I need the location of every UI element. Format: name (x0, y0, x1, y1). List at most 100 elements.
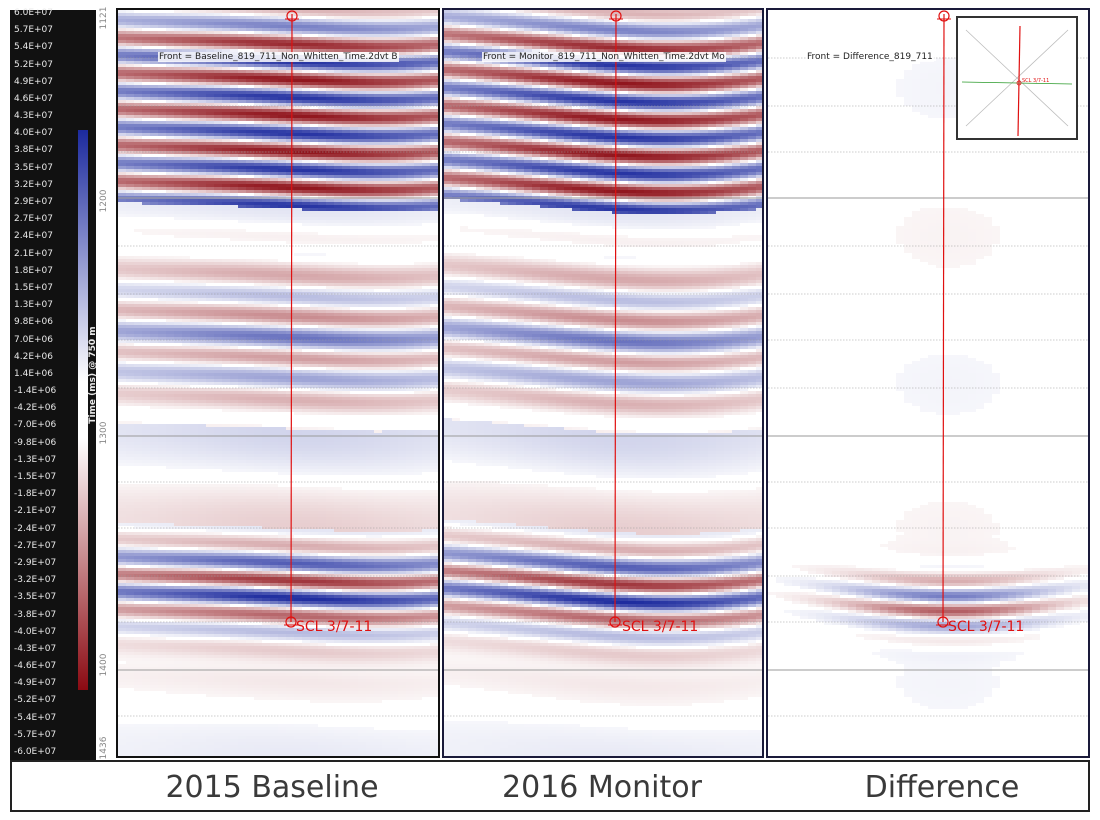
seismic-trace-cell (222, 691, 230, 694)
seismic-trace-cell (118, 670, 126, 673)
seismic-trace-cell (158, 385, 166, 388)
seismic-trace-cell (182, 538, 190, 541)
seismic-trace-cell (150, 442, 158, 445)
seismic-trace-cell (214, 85, 222, 88)
seismic-trace-cell (190, 394, 198, 397)
seismic-trace-cell (262, 310, 270, 313)
seismic-trace-cell (190, 43, 198, 46)
seismic-trace-cell (190, 235, 198, 238)
seismic-trace-cell (174, 424, 182, 427)
seismic-trace-cell (118, 499, 126, 502)
seismic-trace-cell (246, 652, 254, 655)
seismic-trace-cell (222, 145, 230, 148)
seismic-trace-cell (190, 370, 198, 373)
seismic-trace-cell (158, 148, 166, 151)
seismic-trace-cell (254, 298, 262, 301)
seismic-trace-cell (190, 646, 198, 649)
seismic-trace-cell (126, 166, 134, 169)
panel-baseline[interactable]: Front = Baseline_819_711_Non_Whitten_Tim… (116, 8, 440, 758)
seismic-trace-cell (190, 88, 198, 91)
seismic-trace-cell (286, 361, 294, 364)
seismic-trace-cell (142, 640, 150, 643)
seismic-trace-cell (246, 541, 254, 544)
seismic-trace-cell (222, 445, 230, 448)
seismic-trace-cell (262, 661, 270, 664)
seismic-trace-cell (262, 697, 270, 700)
seismic-trace-cell (190, 124, 198, 127)
seismic-trace-cell (174, 28, 182, 31)
seismic-trace-cell (134, 304, 142, 307)
seismic-trace-cell (118, 589, 126, 592)
seismic-trace-cell (126, 283, 134, 286)
seismic-trace-cell (134, 208, 142, 211)
seismic-trace-cell (270, 67, 278, 70)
seismic-trace-cell (214, 664, 222, 667)
seismic-trace-cell (166, 388, 174, 391)
seismic-trace-cell (254, 592, 262, 595)
seismic-trace-cell (190, 292, 198, 295)
seismic-trace-cell (206, 601, 214, 604)
seismic-trace-cell (294, 211, 302, 214)
seismic-trace-cell (118, 304, 126, 307)
seismic-trace-cell (206, 229, 214, 232)
seismic-trace-cell (198, 175, 206, 178)
seismic-trace-cell (142, 397, 150, 400)
seismic-trace-cell (198, 691, 206, 694)
seismic-trace-cell (150, 34, 158, 37)
seismic-trace-cell (302, 271, 310, 274)
seismic-trace-cell (222, 634, 230, 637)
seismic-trace-cell (214, 460, 222, 463)
colorbar-tick: -4.3E+07 (14, 643, 57, 654)
colorbar-tick: -1.8E+07 (14, 489, 57, 500)
seismic-trace-cell (118, 685, 126, 688)
seismic-trace-cell (286, 310, 294, 313)
seismic-trace-cell (254, 337, 262, 340)
seismic-trace-cell (246, 265, 254, 268)
seismic-trace-cell (230, 496, 238, 499)
seismic-trace-cell (190, 487, 198, 490)
seismic-trace-cell (166, 49, 174, 52)
seismic-trace-cell (278, 685, 286, 688)
seismic-trace-cell (142, 751, 150, 754)
seismic-trace-cell (206, 577, 214, 580)
seismic-trace-cell (206, 745, 214, 748)
seismic-trace-cell (190, 142, 198, 145)
seismic-trace-cell (270, 535, 278, 538)
seismic-trace-cell (246, 316, 254, 319)
seismic-trace-cell (222, 49, 230, 52)
seismic-trace-cell (278, 274, 286, 277)
seismic-trace-cell (166, 724, 174, 727)
seismic-trace-cell (158, 598, 166, 601)
seismic-trace-cell (206, 184, 214, 187)
seismic-trace-cell (174, 217, 182, 220)
seismic-trace-cell (214, 64, 222, 67)
seismic-trace-cell (166, 211, 174, 214)
seismic-trace-cell (182, 667, 190, 670)
seismic-trace-cell (214, 427, 222, 430)
seismic-trace-cell (158, 451, 166, 454)
seismic-trace-cell (270, 40, 278, 43)
seismic-trace-cell (126, 277, 134, 280)
seismic-trace-cell (182, 265, 190, 268)
seismic-trace-cell (230, 145, 238, 148)
seismic-trace-cell (294, 661, 302, 664)
seismic-trace-cell (206, 427, 214, 430)
seismic-trace-cell (198, 115, 206, 118)
seismic-trace-cell (238, 691, 246, 694)
seismic-trace-cell (254, 520, 262, 523)
seismic-trace-cell (238, 301, 246, 304)
seismic-trace-cell (126, 55, 134, 58)
seismic-trace-cell (302, 208, 310, 211)
seismic-trace-cell (294, 313, 302, 316)
seismic-trace-cell (262, 28, 270, 31)
seismic-trace-cell (166, 43, 174, 46)
seismic-trace-cell (174, 379, 182, 382)
seismic-trace-cell (190, 565, 198, 568)
seismic-trace-cell (254, 292, 262, 295)
seismic-trace-cell (182, 448, 190, 451)
seismic-trace-cell (182, 19, 190, 22)
seismic-trace-cell (286, 409, 294, 412)
seismic-trace-cell (222, 367, 230, 370)
seismic-trace-cell (190, 313, 198, 316)
seismic-trace-cell (206, 643, 214, 646)
